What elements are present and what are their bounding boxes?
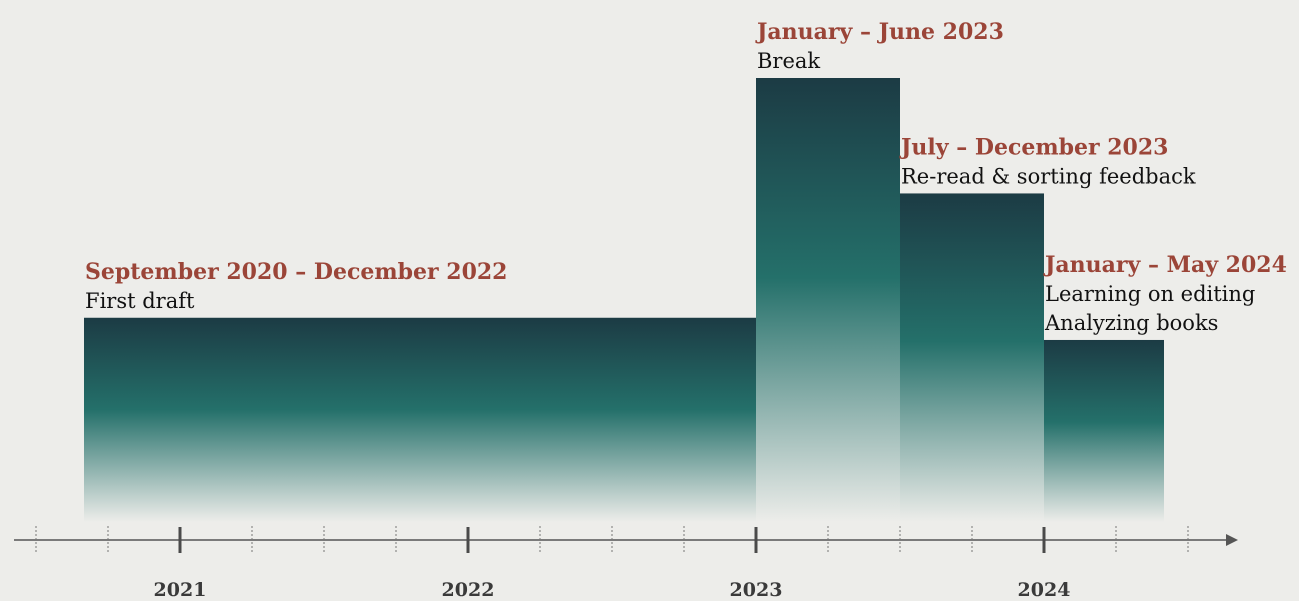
period-description-first-draft: First draft xyxy=(85,289,195,313)
period-bars xyxy=(84,78,1164,522)
period-labels: September 2020 – December 2022 First draf… xyxy=(85,19,1287,335)
period-heading-break: January – June 2023 xyxy=(755,19,1004,45)
axis-year-label: 2021 xyxy=(154,579,207,601)
axis-year-label: 2022 xyxy=(442,579,495,601)
period-description-break: Break xyxy=(757,49,820,73)
time-axis: 2021 2022 2023 2024 xyxy=(14,526,1238,601)
period-description-learning: Analyzing books xyxy=(1044,311,1218,335)
period-heading-learning: January – May 2024 xyxy=(1043,252,1287,278)
axis-year-label: 2024 xyxy=(1018,579,1071,601)
period-description-learning: Learning on editing xyxy=(1045,282,1255,306)
period-description-reread: Re-read & sorting feedback xyxy=(901,164,1196,188)
period-heading-first-draft: September 2020 – December 2022 xyxy=(85,259,508,285)
period-bar-first-draft xyxy=(84,317,756,522)
period-bar-reread xyxy=(900,193,1044,522)
axis-year-label: 2023 xyxy=(730,579,783,601)
period-bar-break xyxy=(756,78,900,522)
period-bar-learning xyxy=(1044,339,1164,522)
axis-arrow-icon xyxy=(1226,534,1238,546)
period-heading-reread: July – December 2023 xyxy=(899,134,1168,160)
